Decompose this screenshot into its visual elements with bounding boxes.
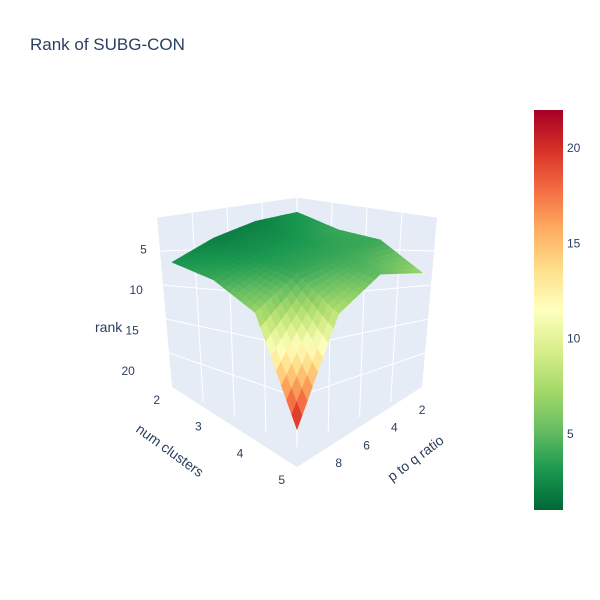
- num-clusters-tick-label: 3: [195, 420, 202, 434]
- num-clusters-tick-label: 5: [278, 473, 285, 487]
- colorbar: [534, 110, 563, 510]
- colorbar-tick-label: 20: [567, 141, 581, 155]
- chart-title: Rank of SUBG-CON: [30, 35, 185, 54]
- rank-tick-label: 10: [129, 283, 143, 297]
- p-to-q-axis-ticks: 2 4 6 8: [335, 403, 425, 470]
- rank-tick-label: 15: [125, 323, 139, 337]
- rank-tick-label: 5: [140, 242, 147, 256]
- p-to-q-tick-label: 2: [419, 403, 426, 417]
- rank-axis-ticks: 5 10 15 20: [121, 242, 147, 377]
- floor-left: [172, 387, 297, 467]
- colorbar-tick-label: 15: [567, 236, 581, 250]
- num-clusters-axis-ticks: 2 3 4 5: [153, 393, 285, 487]
- colorbar-tick-label: 10: [567, 332, 581, 346]
- colorbar-tick-label: 5: [567, 427, 574, 441]
- floor-right: [297, 387, 422, 467]
- num-clusters-tick-label: 2: [153, 393, 160, 407]
- surface: [171, 211, 423, 431]
- p-to-q-axis-title: p to q ratio: [384, 432, 447, 485]
- rank-tick-label: 20: [121, 364, 135, 378]
- colorbar-ticks: 5 10 15 20: [567, 141, 581, 441]
- num-clusters-tick-label: 4: [237, 446, 244, 460]
- surface-patch: [410, 268, 423, 274]
- p-to-q-tick-label: 4: [391, 421, 398, 435]
- p-to-q-tick-label: 8: [335, 456, 342, 470]
- p-to-q-tick-label: 6: [363, 438, 370, 452]
- rank-axis-title: rank: [95, 319, 123, 335]
